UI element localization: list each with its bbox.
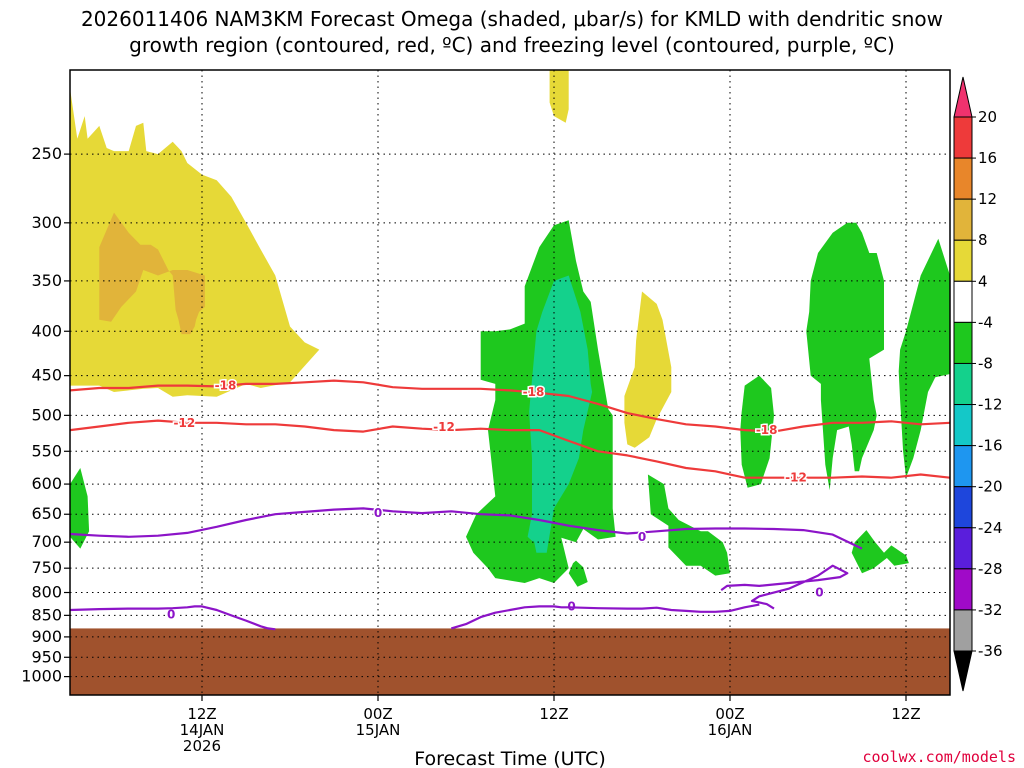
contour-label: -18 <box>523 385 545 399</box>
colorbar-label: -16 <box>978 437 1003 455</box>
colorbar-top-arrow <box>953 76 973 118</box>
colorbar-bottom-arrow <box>953 650 973 692</box>
colorbar-label: -32 <box>978 601 1003 619</box>
y-tick-label: 850 <box>31 605 62 624</box>
colorbar-swatch <box>953 157 973 200</box>
colorbar-label: -8 <box>978 354 993 372</box>
x-tick-label: 00Z <box>363 705 392 723</box>
plot-frame <box>69 69 951 696</box>
x-tick-label: 15JAN <box>356 721 401 739</box>
colorbar-label: -28 <box>978 560 1003 578</box>
contour-label: -18 <box>215 379 237 393</box>
grid <box>70 70 950 695</box>
x-tick-label: 00Z <box>715 705 744 723</box>
x-tick-label: 14JAN <box>180 721 225 739</box>
colorbar-swatch <box>953 321 973 364</box>
y-tick-label: 550 <box>31 441 62 460</box>
omega-region-12 <box>851 530 909 574</box>
contour-label: 0 <box>638 530 646 544</box>
y-axis: 250 300 350 400 450 500 550 600 650 700 750 800 850 9… <box>21 144 70 686</box>
contour-line--12-1 <box>70 419 950 479</box>
colorbar-label: 4 <box>978 272 988 290</box>
y-tick-label: 300 <box>31 213 62 232</box>
y-tick-label: 600 <box>31 474 62 493</box>
y-tick-label: 450 <box>31 366 62 385</box>
contour-line-0-5 <box>450 603 760 630</box>
contour-label: 0 <box>815 586 823 600</box>
omega-region-8 <box>647 474 730 576</box>
colorbar-label: -20 <box>978 478 1003 496</box>
colorbar-swatch <box>953 527 973 570</box>
omega-region-0 <box>70 88 320 397</box>
colorbar-label: 20 <box>978 108 997 126</box>
colorbar-swatch <box>953 198 973 241</box>
colorbar-label: -12 <box>978 396 1003 414</box>
y-tick-label: 400 <box>31 321 62 340</box>
colorbar-swatch <box>953 486 973 529</box>
y-tick-label: 1000 <box>21 667 62 686</box>
colorbar-swatch <box>953 445 973 488</box>
omega-region-11 <box>898 238 950 478</box>
omega-region-6 <box>527 514 540 543</box>
x-tick-label: 12Z <box>187 705 216 723</box>
y-tick-label: 500 <box>31 405 62 424</box>
colorbar-label: -36 <box>978 642 1003 660</box>
contour-line-0-4 <box>70 605 276 631</box>
ground-rect <box>70 628 950 695</box>
x-tick-label: 12Z <box>891 705 920 723</box>
colorbar-label: 8 <box>978 231 988 249</box>
colorbar-swatch <box>953 116 973 159</box>
y-tick-label: 700 <box>31 532 62 551</box>
colorbar-swatch <box>953 362 973 406</box>
colorbar: 20 16 12 8 4 -4 -8 -12 -16 -20 -24 -28 -32 -36 <box>953 76 1003 692</box>
y-tick-label: 350 <box>31 271 62 290</box>
contour-label: -12 <box>433 420 455 434</box>
chart-title-line1: 2026011406 NAM3KM Forecast Omega (shaded… <box>81 7 943 31</box>
omega-region-1 <box>99 212 205 335</box>
contour-label: -12 <box>174 416 196 430</box>
contour-label: 0 <box>374 506 382 520</box>
colorbar-label: -24 <box>978 519 1003 537</box>
y-tick-label: 650 <box>31 504 62 523</box>
colorbar-swatch <box>953 568 973 611</box>
omega-region-5 <box>529 275 593 553</box>
y-tick-label: 900 <box>31 627 62 646</box>
x-tick-label: 2026 <box>183 737 221 755</box>
colorbar-label: 12 <box>978 190 997 208</box>
colorbar-swatch <box>953 404 973 447</box>
ground-fill <box>70 628 950 695</box>
x-tick-label: 12Z <box>539 705 568 723</box>
colorbar-swatch <box>953 280 973 323</box>
colorbar-label: -4 <box>978 313 993 331</box>
y-tick-label: 750 <box>31 558 62 577</box>
contour-label: -18 <box>756 423 778 437</box>
omega-region-7 <box>568 560 588 587</box>
contour-line-0-3 <box>720 564 849 610</box>
colorbar-label: 16 <box>978 149 997 167</box>
contour-label: -12 <box>785 471 807 485</box>
site-credit: coolwx.com/models <box>862 748 1016 766</box>
contour-label: 0 <box>167 607 175 621</box>
contour-line-0-2 <box>70 507 863 550</box>
omega-region-3 <box>624 291 672 448</box>
y-tick-label: 950 <box>31 647 62 666</box>
omega-region-13 <box>70 468 90 549</box>
y-tick-label: 800 <box>31 583 62 602</box>
chart-title-line2: growth region (contoured, red, ºC) and f… <box>129 33 895 57</box>
x-tick-label: 16JAN <box>708 721 753 739</box>
y-tick-label: 250 <box>31 144 62 163</box>
colorbar-swatch <box>953 239 973 282</box>
x-axis-label: Forecast Time (UTC) <box>414 748 605 768</box>
contour-line--18-0 <box>70 379 950 433</box>
colorbar-swatch <box>953 609 973 652</box>
